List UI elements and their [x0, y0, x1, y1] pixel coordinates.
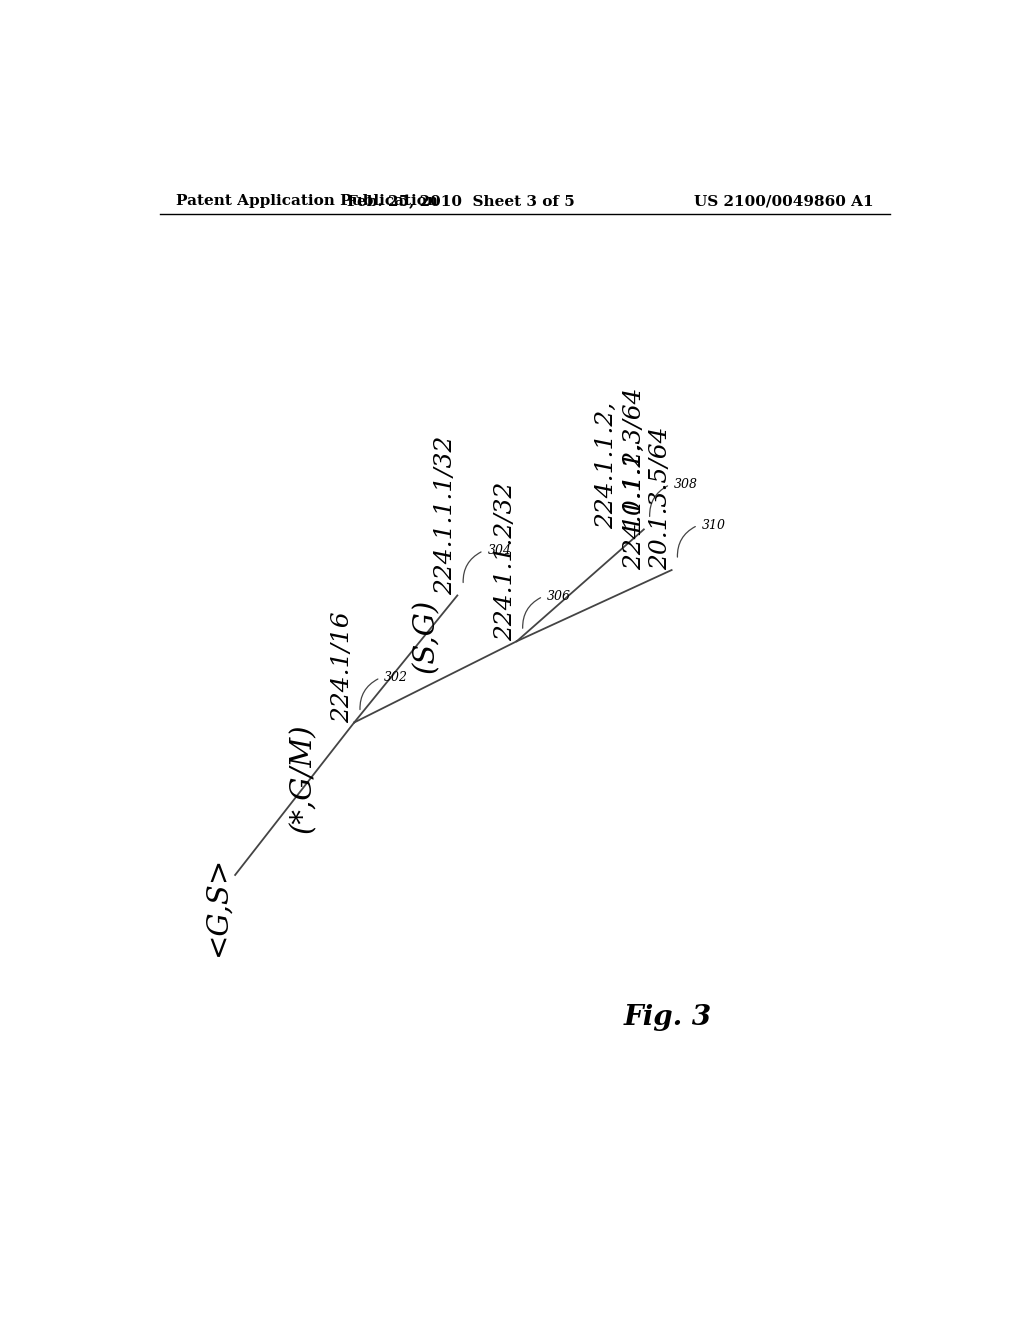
Text: (*,G/M): (*,G/M) — [289, 723, 316, 833]
Text: 308: 308 — [674, 478, 698, 491]
Text: 224.1.1.1/32: 224.1.1.1/32 — [434, 436, 458, 595]
Text: Feb. 25, 2010  Sheet 3 of 5: Feb. 25, 2010 Sheet 3 of 5 — [347, 194, 575, 209]
Text: 224.1/16: 224.1/16 — [331, 611, 354, 722]
Text: Fig. 3: Fig. 3 — [624, 1003, 712, 1031]
Text: 224.1.1.2,
10.1.1.3/64: 224.1.1.2, 10.1.1.3/64 — [595, 385, 644, 529]
Text: 224.1.1.2/32: 224.1.1.2/32 — [494, 482, 517, 642]
Text: US 2100/0049860 A1: US 2100/0049860 A1 — [694, 194, 873, 209]
Text: <G,S>: <G,S> — [204, 855, 231, 956]
Text: 224.1.1.2,
20.1.3.5/64: 224.1.1.2, 20.1.3.5/64 — [623, 426, 672, 570]
Text: 302: 302 — [384, 672, 409, 684]
Text: 306: 306 — [547, 590, 571, 603]
Text: 304: 304 — [487, 544, 512, 557]
Text: (S,G): (S,G) — [412, 599, 439, 673]
Text: Patent Application Publication: Patent Application Publication — [176, 194, 437, 209]
Text: 310: 310 — [701, 519, 726, 532]
